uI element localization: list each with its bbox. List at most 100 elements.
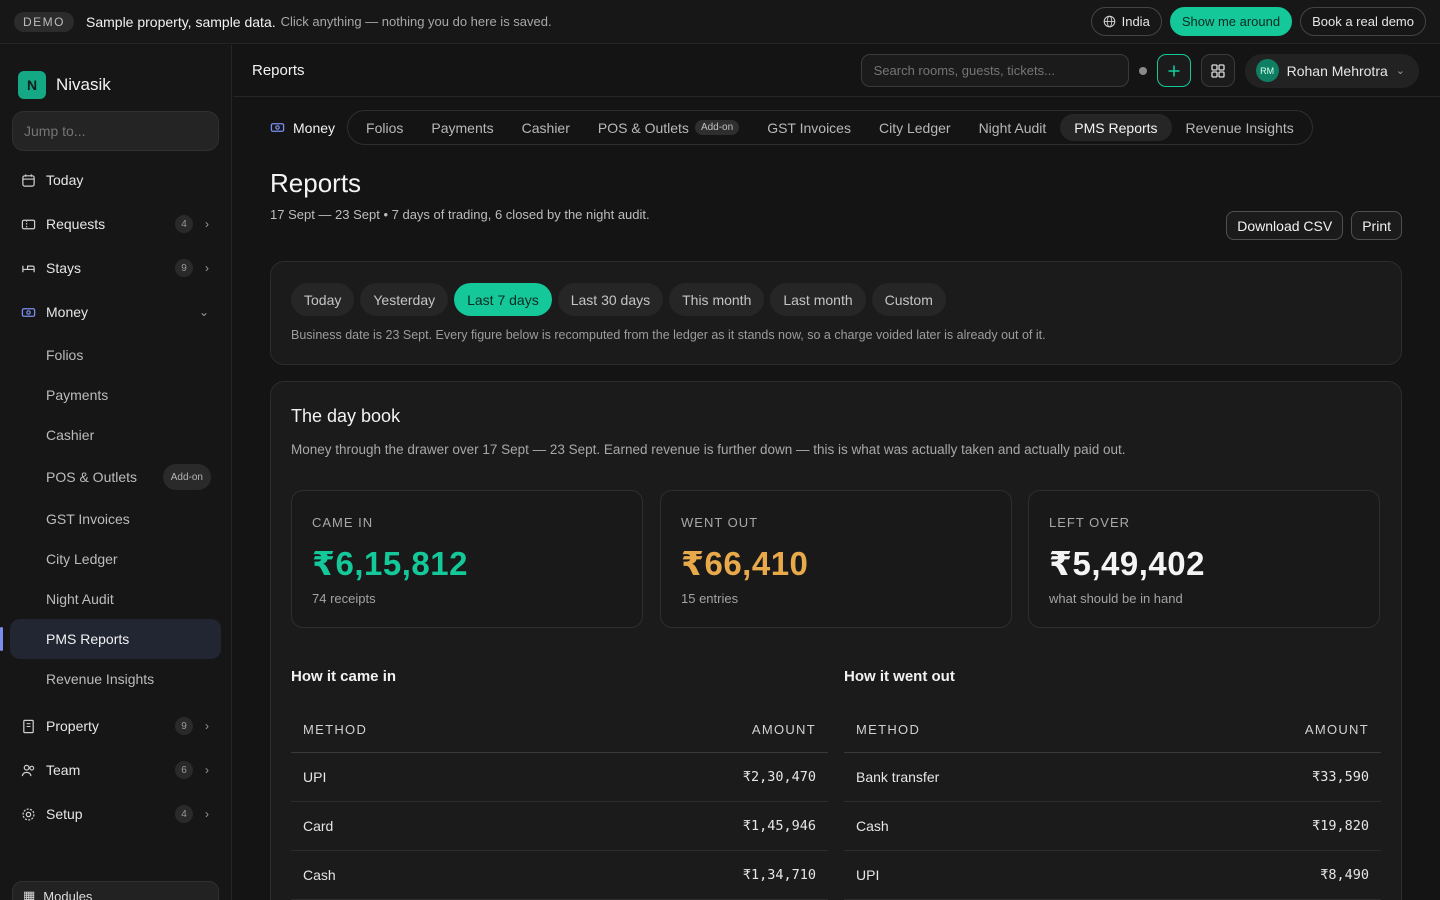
banner-text: Click anything — nothing you do here is … [280,14,552,29]
grid-icon [1210,63,1225,78]
tab-pos[interactable]: POS & Outlets Add-on [584,114,753,141]
sidebar-sub-revenue[interactable]: Revenue Insights [10,659,221,699]
download-csv-button[interactable]: Download CSV [1226,211,1344,240]
table-row: Card ₹1,45,946 [291,802,828,851]
method-cell: Cash [856,818,889,834]
chevron-down-icon: ⌄ [1395,65,1405,77]
sidebar-sub-label: Cashier [46,427,95,443]
jump-to-input[interactable] [12,111,219,151]
range-this-month[interactable]: This month [669,283,765,316]
sidebar-sub-cashier[interactable]: Cashier [10,415,221,455]
stat-value: ₹5,49,402 [1049,545,1205,582]
table-header: METHOD AMOUNT [291,706,828,753]
sidebar-item-setup[interactable]: Setup 4 › [10,794,221,834]
tab-payments[interactable]: Payments [431,119,494,136]
section-title: The day book [291,406,401,426]
sidebar-sub-pms-reports[interactable]: PMS Reports [10,619,221,659]
sidebar-item-property[interactable]: Property 9 › [10,706,221,746]
sidebar-item-label: Money [46,304,89,320]
section-description: Money through the drawer over 17 Sept — … [291,442,1126,457]
range-today[interactable]: Today [291,283,355,316]
sidebar-item-label: Today [46,172,84,188]
sidebar-sub-night-audit[interactable]: Night Audit [10,579,221,619]
sidebar-sub-payments[interactable]: Payments [10,375,221,415]
modules-label: Modules [43,888,93,900]
table-row: UPI ₹2,30,470 [291,753,828,802]
stat-label: WENT OUT [681,515,759,530]
amount-cell: ₹1,45,946 [742,818,816,834]
range-last-7-days[interactable]: Last 7 days [454,283,552,316]
sidebar-item-stays[interactable]: Stays 9 › [10,248,221,288]
tab-night-audit[interactable]: Night Audit [978,119,1047,136]
avatar: RM [1255,59,1279,82]
table-title-out: How it went out [844,668,955,685]
page-title: Reports [270,168,362,198]
stat-hint: what should be in hand [1049,591,1183,606]
stat-value: ₹66,410 [681,545,809,582]
brand-logo-icon: N [18,71,46,99]
user-menu[interactable]: RM Rohan Mehrotra ⌄ [1244,53,1419,88]
tab-city-ledger[interactable]: City Ledger [878,119,951,136]
stat-value: ₹6,15,812 [312,545,468,582]
globe-icon [1103,15,1115,28]
column-header-method: METHOD [856,721,921,737]
sidebar: N Nivasik Today Requests 4 › Stays 9 › M… [0,45,232,900]
stat-label: LEFT OVER [1049,515,1131,530]
book-demo-button[interactable]: Book a real demo [1300,7,1426,36]
day-book-card: The day book Money through the drawer ov… [270,381,1402,900]
sidebar-sub-pos[interactable]: POS & Outlets Add-on [10,457,221,497]
sidebar-sub-label: Night Audit [46,591,114,607]
sidebar-sub-label: GST Invoices [46,511,130,527]
chevron-right-icon: › [205,261,209,275]
sidebar-item-team[interactable]: Team 6 › [10,750,221,790]
sidebar-item-today[interactable]: Today [10,160,221,200]
method-cell: Bank transfer [856,769,940,785]
tab-gst[interactable]: GST Invoices [767,119,851,136]
range-last-month[interactable]: Last month [770,283,866,316]
column-header-method: METHOD [303,721,368,737]
method-cell: UPI [303,769,327,785]
plus-icon [1168,65,1180,76]
banner-strong-text: Sample property, sample data. [86,13,276,30]
modules-button[interactable]: ▦ Modules [12,881,219,900]
sidebar-sub-city-ledger[interactable]: City Ledger [10,539,221,579]
method-cell: UPI [856,867,880,883]
sidebar-item-money[interactable]: Money ⌄ [10,292,221,332]
tab-revenue[interactable]: Revenue Insights [1185,119,1294,136]
tab-cashier[interactable]: Cashier [521,119,570,136]
sidebar-sub-gst[interactable]: GST Invoices [10,499,221,539]
sidebar-sub-label: POS & Outlets [46,469,138,485]
sidebar-item-label: Requests [46,216,106,232]
range-selector: Today Yesterday Last 7 days Last 30 days… [271,262,1401,316]
sidebar-item-requests[interactable]: Requests 4 › [10,204,221,244]
search-input[interactable] [860,54,1129,87]
table-title-in: How it came in [291,668,397,685]
topbar: Reports RM Rohan Mehrotra ⌄ [233,45,1440,97]
demo-badge: DEMO [14,11,74,32]
tab-pms-reports[interactable]: PMS Reports [1060,114,1172,141]
brand[interactable]: N Nivasik [0,45,231,107]
sidebar-item-label: Stays [46,260,82,276]
amount-cell: ₹2,30,470 [742,769,816,785]
subnav-label: Money [293,119,336,136]
sidebar-item-label: Team [46,762,81,778]
stat-label: CAME IN [312,515,374,530]
range-last-30-days[interactable]: Last 30 days [557,283,664,316]
add-button[interactable] [1156,54,1191,87]
sidebar-sub-folios[interactable]: Folios [10,335,221,375]
stat-came-in: CAME IN ₹6,15,812 74 receipts [291,490,643,628]
range-card: Today Yesterday Last 7 days Last 30 days… [270,261,1402,365]
show-me-around-button[interactable]: Show me around [1169,7,1293,36]
sidebar-sub-label: Revenue Insights [46,671,155,687]
chevron-down-icon: ⌄ [198,305,209,319]
apps-button[interactable] [1200,54,1235,87]
ticket-icon [20,216,36,232]
money-icon [270,123,285,132]
column-header-amount: AMOUNT [751,721,816,737]
tab-folios[interactable]: Folios [366,119,404,136]
range-yesterday[interactable]: Yesterday [360,283,449,316]
region-button[interactable]: India [1090,7,1162,36]
range-custom[interactable]: Custom [871,283,946,316]
count-badge: 9 [175,259,193,277]
print-button[interactable]: Print [1351,211,1402,240]
